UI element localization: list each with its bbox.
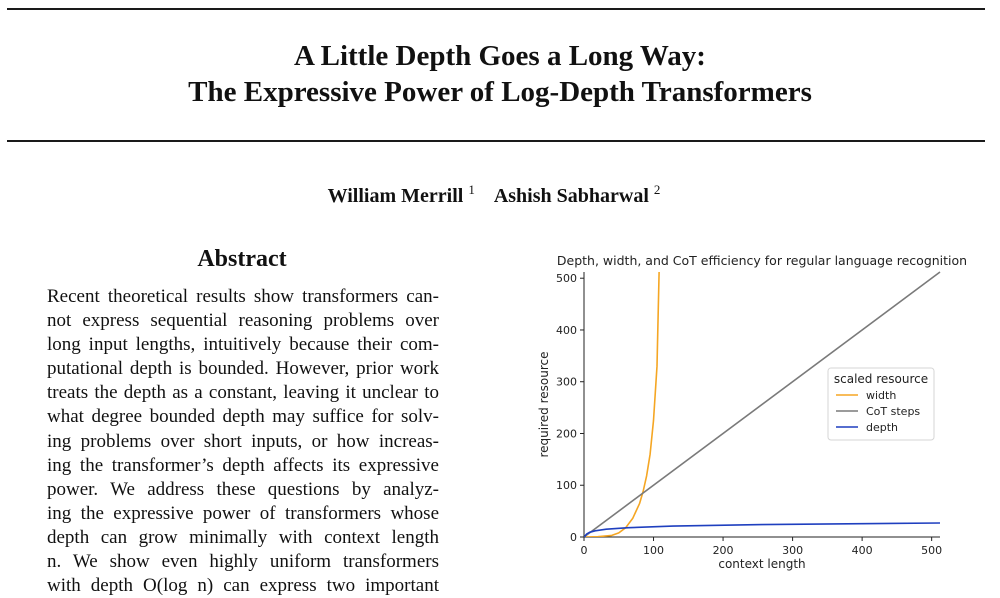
abstract-line: long input lengths, intuitively because …: [47, 334, 439, 356]
legend-box: [827, 367, 935, 441]
abstract-line: what degree bounded depth may suffice fo…: [47, 406, 439, 428]
chart-axes: 0 100 200 300 400 500 0 100 200 300 400 500 context …: [537, 272, 942, 571]
series-line-width: [584, 271, 660, 537]
x-tick-label: 400: [852, 544, 873, 557]
author-name: Ashish Sabharwal: [493, 185, 649, 207]
resource-chart: Depth, width, and CoT efficiency for reg…: [537, 253, 967, 571]
abstract-line: ing the transformer’s depth affects its …: [47, 454, 439, 476]
author-affiliation: 2: [653, 182, 661, 197]
x-tick-label: 500: [921, 544, 942, 557]
abstract-line: depth can grow minimally with context le…: [47, 526, 439, 548]
legend-label: width: [866, 389, 896, 402]
author-list: William Merrill 1 Ashish Sabharwal 2: [0, 182, 988, 208]
y-tick-label: 400: [556, 324, 577, 337]
x-tick-label: 200: [713, 544, 734, 557]
y-tick-label: 300: [556, 376, 577, 389]
series-line-cot-steps: [584, 271, 941, 537]
chart-legend: scaled resource width CoT steps depth: [827, 367, 935, 441]
abstract-line: not express sequential reasoning problem…: [47, 310, 439, 332]
x-axis-label: context length: [718, 557, 805, 571]
abstract-line: ing the expressive power of transformers…: [47, 502, 439, 524]
x-tick-label: 0: [581, 544, 588, 557]
series-line-depth: [584, 522, 941, 537]
author-1: William Merrill 1: [327, 182, 475, 207]
abstract-line: power. We address these questions by ana…: [47, 478, 439, 500]
abstract-body: Recent theoretical results show transfor…: [47, 285, 439, 598]
title-rule-top: [7, 8, 985, 10]
abstract-line: ing problems over short inputs, or how i…: [47, 430, 439, 452]
abstract-line: with depth O(log n) can express two impo…: [47, 575, 439, 597]
abstract-line: putational depth is bounded. However, pr…: [47, 358, 439, 380]
abstract-line: Recent theoretical results show transfor…: [47, 286, 439, 307]
author-affiliation: 1: [468, 182, 475, 197]
y-tick-label: 200: [556, 427, 577, 440]
title-line-1: A Little Depth Goes a Long Way:: [294, 40, 706, 72]
abstract-line: n. We show even highly uniform transform…: [47, 551, 439, 573]
abstract-line: treats the depth as a constant, leaving …: [47, 382, 439, 404]
title-rule-bottom: [7, 140, 985, 142]
chart-series: [584, 271, 941, 537]
y-tick-label: 500: [556, 272, 577, 285]
y-axis-label: required resource: [537, 352, 551, 458]
title-line-2: The Expressive Power of Log-Depth Transf…: [188, 76, 812, 108]
x-tick-label: 300: [782, 544, 803, 557]
abstract-heading: Abstract: [197, 246, 287, 272]
legend-label: CoT steps: [866, 405, 920, 418]
chart-title: Depth, width, and CoT efficiency for reg…: [557, 253, 967, 268]
paper-title: A Little Depth Goes a Long Way: The Expr…: [0, 38, 1000, 110]
x-tick-label: 100: [643, 544, 664, 557]
y-tick-label: 0: [570, 531, 577, 544]
legend-title: scaled resource: [834, 372, 928, 386]
author-name: William Merrill: [327, 185, 464, 207]
legend-label: depth: [866, 421, 898, 434]
author-2: Ashish Sabharwal 2: [493, 182, 661, 207]
y-tick-label: 100: [556, 479, 577, 492]
